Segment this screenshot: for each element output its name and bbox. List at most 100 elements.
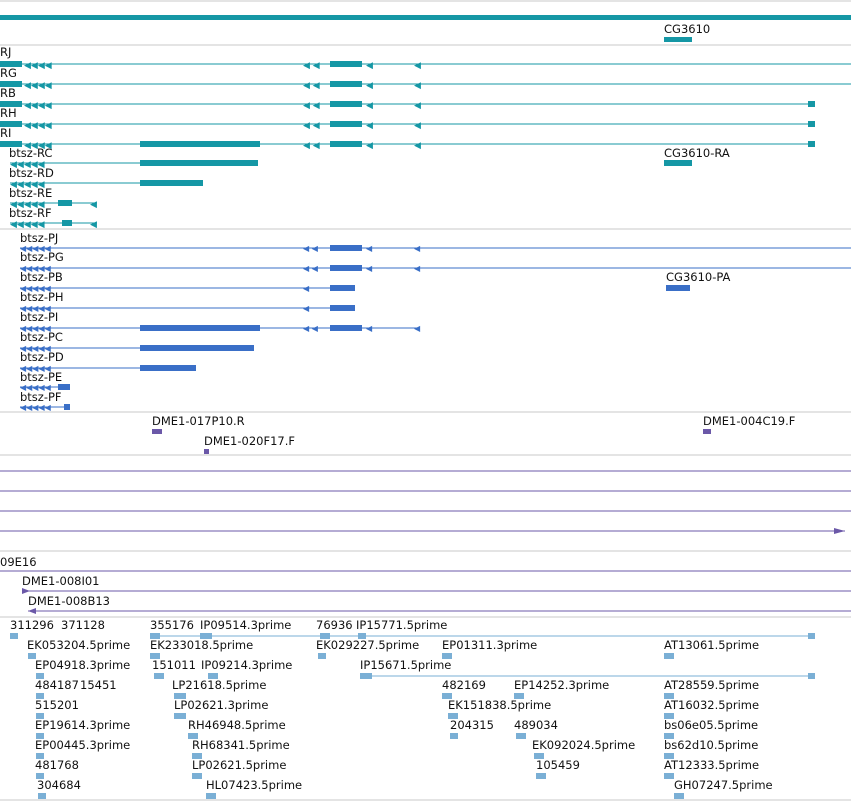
- cds-btsz-pe[interactable]: ◀◀◀◀◀: [20, 383, 70, 392]
- bac-008i01-arrow[interactable]: [22, 588, 30, 594]
- clone-end-020f17-glyph[interactable]: [204, 449, 209, 454]
- est-label[interactable]: AT16032.5prime: [664, 698, 760, 712]
- cds-label-btsz-pd[interactable]: btsz-PD: [20, 350, 64, 364]
- est-label[interactable]: 304684: [37, 778, 81, 792]
- transcript-btsz-re[interactable]: ◀◀◀◀◀ ◀: [10, 200, 97, 210]
- transcript-label-btsz-rd[interactable]: btsz-RD: [9, 166, 54, 180]
- bac-008b13-arrow[interactable]: [28, 608, 36, 614]
- est-label[interactable]: 204315: [450, 718, 494, 732]
- transcript-label-rb[interactable]: RB: [0, 86, 16, 100]
- transcript-btsz-rc[interactable]: ◀◀◀◀◀: [10, 160, 258, 170]
- est-label[interactable]: EP04918.3prime: [35, 658, 131, 672]
- est-label[interactable]: EK092024.5prime: [532, 738, 636, 752]
- svg-text:◀ ◀: ◀ ◀: [303, 61, 320, 71]
- est-label[interactable]: EK053204.5prime: [27, 638, 131, 652]
- cds-btsz-pj[interactable]: ◀◀◀◀◀ ◀ ◀ ◀ ◀: [20, 244, 851, 253]
- est-label[interactable]: GH07247.5prime: [674, 778, 773, 792]
- est-label[interactable]: RH46948.5prime: [188, 718, 286, 732]
- cds-btsz-pg[interactable]: ◀◀◀◀◀ ◀ ◀ ◀ ◀: [20, 264, 851, 273]
- transcript-label-rg[interactable]: RG: [0, 66, 17, 80]
- clone-end-label-004c19[interactable]: DME1-004C19.F: [703, 414, 796, 428]
- est-label[interactable]: RH68341.5prime: [192, 738, 290, 752]
- est-label[interactable]: 371128: [61, 618, 105, 632]
- est-label[interactable]: EP14252.3prime: [514, 678, 610, 692]
- cds-label-btsz-pf[interactable]: btsz-PF: [20, 390, 62, 404]
- clone-end-label-020f17[interactable]: DME1-020F17.F: [204, 434, 295, 448]
- cds-label-btsz-pg[interactable]: btsz-PG: [20, 250, 64, 264]
- est-label[interactable]: 489034: [514, 718, 558, 732]
- transcript-label-btsz-rc[interactable]: btsz-RC: [9, 146, 53, 160]
- est-label[interactable]: EK029227.5prime: [316, 638, 420, 652]
- cds-label-btsz-pj[interactable]: btsz-PJ: [20, 231, 59, 245]
- est-label[interactable]: AT13061.5prime: [664, 638, 760, 652]
- est-label[interactable]: EP01311.3prime: [442, 638, 538, 652]
- bac-label-09e16[interactable]: 09E16: [0, 555, 37, 569]
- est-label[interactable]: LP21618.5prime: [172, 678, 267, 692]
- bac-label-008b13[interactable]: DME1-008B13: [28, 594, 110, 608]
- est-label[interactable]: 481768: [35, 758, 79, 772]
- est-label[interactable]: 311296: [10, 618, 54, 632]
- transcript-label-rh[interactable]: RH: [0, 106, 17, 120]
- transcript-label-cg3610-ra[interactable]: CG3610-RA: [664, 146, 730, 160]
- est-label[interactable]: 151011: [152, 658, 196, 672]
- transcript-label-ri[interactable]: RI: [0, 126, 12, 140]
- transcript-rj[interactable]: ◀◀◀◀ ◀ ◀ ◀ ◀: [0, 61, 851, 71]
- est-label[interactable]: EP19614.3prime: [35, 718, 131, 732]
- cds-btsz-pf[interactable]: ◀◀◀◀◀: [20, 403, 70, 412]
- cg3610-ra-glyph[interactable]: [664, 160, 692, 166]
- transcript-btsz-rf[interactable]: ◀◀◀◀◀ ◀: [10, 220, 97, 230]
- cds-label-cg3610-pa[interactable]: CG3610-PA: [666, 270, 731, 284]
- cg3610-pa-glyph[interactable]: [666, 285, 690, 291]
- cds-btsz-pb[interactable]: ◀◀◀◀◀ ◀: [20, 284, 355, 293]
- est-label[interactable]: IP15671.5prime: [360, 658, 452, 672]
- cds-btsz-pc[interactable]: ◀◀◀◀◀: [20, 344, 254, 353]
- est-label[interactable]: LP02621.5prime: [192, 758, 287, 772]
- est-label[interactable]: 515201: [35, 698, 79, 712]
- cds-label-btsz-pc[interactable]: btsz-PC: [20, 330, 63, 344]
- est-label[interactable]: 105459: [536, 758, 580, 772]
- svg-text:◀: ◀: [414, 324, 421, 333]
- transcript-label-btsz-rf[interactable]: btsz-RF: [9, 206, 52, 220]
- transcript-rh[interactable]: ◀◀◀◀ ◀ ◀ ◀ ◀: [0, 121, 815, 131]
- est-label[interactable]: 15451: [80, 678, 117, 692]
- cds-label-btsz-ph[interactable]: btsz-PH: [20, 290, 64, 304]
- est-label[interactable]: HL07423.5prime: [206, 778, 303, 792]
- transcript-ri[interactable]: ◀◀◀◀ ◀ ◀ ◀ ◀: [0, 141, 815, 151]
- est-label[interactable]: bs06e05.5prime: [664, 718, 759, 732]
- est-label[interactable]: 76936: [316, 618, 353, 632]
- svg-text:◀: ◀: [366, 264, 373, 273]
- cds-label-btsz-pb[interactable]: btsz-PB: [20, 270, 63, 284]
- transcript-rg[interactable]: ◀◀◀◀ ◀ ◀ ◀ ◀: [0, 81, 851, 91]
- cds-label-btsz-pe[interactable]: btsz-PE: [20, 370, 63, 384]
- cds-label-btsz-pi[interactable]: btsz-PI: [20, 310, 59, 324]
- est-label[interactable]: IP09514.3prime: [200, 618, 292, 632]
- est-label[interactable]: 484187: [35, 678, 79, 692]
- est-label[interactable]: IP09214.3prime: [201, 658, 293, 672]
- est-label[interactable]: IP15771.5prime: [356, 618, 448, 632]
- cds-btsz-pi[interactable]: ◀◀◀◀◀ ◀ ◀ ◀ ◀: [20, 324, 421, 333]
- clone-end-label-017p10[interactable]: DME1-017P10.R: [152, 414, 245, 428]
- est-label[interactable]: EK233018.5prime: [150, 638, 254, 652]
- cds-btsz-pd[interactable]: ◀◀◀◀◀: [20, 364, 196, 373]
- bac-label-008i01[interactable]: DME1-008I01: [22, 574, 100, 588]
- est-label[interactable]: AT12333.5prime: [664, 758, 760, 772]
- est-label[interactable]: EK151838.5prime: [448, 698, 552, 712]
- est-label[interactable]: bs62d10.5prime: [664, 738, 759, 752]
- est-label[interactable]: LP02621.3prime: [174, 698, 269, 712]
- transcript-label-rj[interactable]: RJ: [0, 45, 12, 59]
- clone-end-017p10-glyph[interactable]: [152, 429, 162, 434]
- transcript-label-btsz-re[interactable]: btsz-RE: [9, 186, 53, 200]
- transcript-btsz-rd[interactable]: ◀◀◀◀◀: [10, 180, 203, 190]
- est-label[interactable]: AT28559.5prime: [664, 678, 760, 692]
- cds-btsz-ph[interactable]: ◀◀◀◀◀ ◀: [20, 304, 355, 313]
- bac-arrow-4[interactable]: [834, 528, 845, 534]
- est-label[interactable]: EP00445.3prime: [35, 738, 131, 752]
- gene-span-bar[interactable]: [0, 15, 851, 20]
- svg-text:◀◀◀◀: ◀◀◀◀: [24, 101, 52, 111]
- gene-label-cg3610[interactable]: CG3610: [664, 22, 711, 36]
- cg3610-gene-glyph[interactable]: [664, 37, 692, 42]
- clone-end-004c19-glyph[interactable]: [703, 429, 711, 434]
- est-label[interactable]: 355176: [150, 618, 194, 632]
- est-label[interactable]: 482169: [442, 678, 486, 692]
- transcript-rb[interactable]: ◀◀◀◀ ◀ ◀ ◀ ◀: [0, 101, 815, 111]
